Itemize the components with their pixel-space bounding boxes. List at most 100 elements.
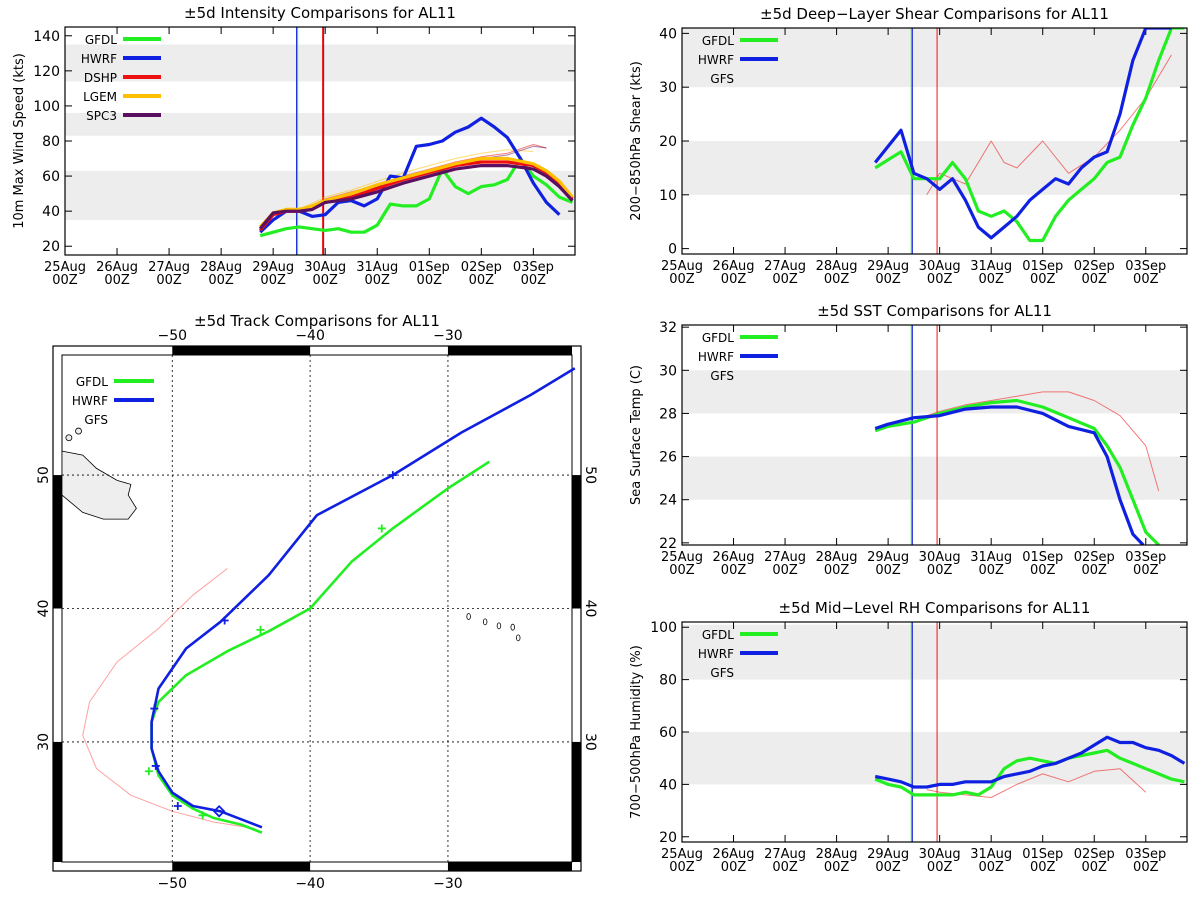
series-group bbox=[874, 391, 1160, 545]
x-tick-label-hour: 00Z bbox=[521, 273, 547, 288]
track-marker-gfdl bbox=[144, 767, 153, 776]
y-tick-label: 0 bbox=[668, 242, 677, 258]
y-tick-label: 10 bbox=[659, 188, 677, 204]
y-tick-label: 80 bbox=[42, 134, 60, 150]
legend-label: HWRF bbox=[698, 350, 734, 364]
track-marker-hwrf bbox=[388, 471, 397, 480]
x-tick-label-hour: 00Z bbox=[1082, 563, 1108, 578]
band bbox=[682, 370, 1187, 414]
legend: GFDL HWRF GFS bbox=[698, 628, 778, 680]
x-tick-label-hour: 00Z bbox=[1030, 860, 1056, 875]
plot-frame bbox=[64, 26, 576, 256]
map-border-segment bbox=[447, 346, 572, 355]
x-tick-label-date: 30Aug bbox=[919, 259, 961, 274]
x-tick-label-hour: 00Z bbox=[978, 860, 1004, 875]
track-marker-hwrf bbox=[173, 801, 182, 810]
legend-label: GFS bbox=[710, 72, 734, 86]
y-tick-label: 22 bbox=[659, 536, 677, 552]
plot-frame bbox=[681, 621, 1188, 843]
x-tick-label-hour: 00Z bbox=[1030, 563, 1056, 578]
x-tick-label-hour: 00Z bbox=[927, 563, 953, 578]
x-tick-label-date: 03Sep bbox=[1125, 847, 1166, 862]
track-marker-hwrf bbox=[151, 761, 160, 770]
x-tick-label-hour: 00Z bbox=[52, 273, 78, 288]
x-tick-label-date: 02Sep bbox=[461, 260, 502, 275]
y-tick-label: 40 bbox=[659, 777, 677, 793]
x-tick-label-hour: 00Z bbox=[1133, 563, 1159, 578]
x-tick-label-date: 26Aug bbox=[713, 550, 755, 565]
legend-label: GFDL bbox=[702, 331, 734, 345]
y-tick-label: 100 bbox=[650, 620, 677, 636]
x-tick-label-date: 03Sep bbox=[1125, 550, 1166, 565]
y-axis-label: 10m Max Wind Speed (kts) bbox=[12, 53, 27, 229]
x-tick-label-hour: 00Z bbox=[669, 272, 695, 287]
series-spc3 bbox=[258, 164, 574, 230]
x-tick-label-hour: 00Z bbox=[260, 273, 286, 288]
legend-label: GFS bbox=[710, 666, 734, 680]
y-tick-label: 40 bbox=[42, 204, 60, 220]
y-tick-label: 20 bbox=[42, 239, 60, 255]
y-tick-label: 32 bbox=[659, 320, 677, 336]
lon-tick-label-top: −30 bbox=[433, 328, 463, 344]
track-marker-gfdl bbox=[377, 524, 386, 533]
chart-title: ±5d Track Comparisons for AL11 bbox=[194, 312, 440, 330]
x-tick-label-hour: 00Z bbox=[772, 860, 798, 875]
x-tick-label-hour: 00Z bbox=[772, 272, 798, 287]
y-tick-label: 26 bbox=[659, 450, 677, 466]
x-tick-label-hour: 00Z bbox=[721, 272, 747, 287]
x-tick-label-date: 31Aug bbox=[970, 847, 1012, 862]
map-border-segment bbox=[172, 346, 311, 355]
series-lgem-thin bbox=[298, 149, 534, 210]
series-gfs-thin bbox=[926, 391, 1160, 492]
x-tick-label-hour: 00Z bbox=[824, 860, 850, 875]
x-tick-label-date: 02Sep bbox=[1074, 847, 1115, 862]
x-tick-label-date: 01Sep bbox=[409, 260, 450, 275]
legend-label: HWRF bbox=[698, 53, 734, 67]
lat-tick-label-right: 40 bbox=[582, 600, 598, 618]
series-gfdl bbox=[874, 748, 1185, 797]
x-tick-label-hour: 00Z bbox=[1133, 272, 1159, 287]
x-tick-label-hour: 00Z bbox=[104, 273, 130, 288]
x-tick-label-hour: 00Z bbox=[927, 860, 953, 875]
map-border-segment bbox=[572, 741, 581, 862]
chart-rh: ±5d Mid−Level RH Comparisons for AL11 700… bbox=[629, 599, 1188, 875]
land-newfoundland bbox=[61, 450, 137, 520]
x-tick-label-date: 29Aug bbox=[252, 260, 294, 275]
map-border-segment bbox=[53, 741, 62, 862]
series-hwrf bbox=[259, 116, 561, 234]
y-tick-label: 20 bbox=[659, 830, 677, 846]
x-tick-label-date: 28Aug bbox=[816, 259, 858, 274]
series-gfs-thin bbox=[926, 54, 1172, 196]
x-tick-label-hour: 00Z bbox=[875, 860, 901, 875]
y-tick-label: 80 bbox=[659, 673, 677, 689]
y-tick-label: 120 bbox=[33, 64, 60, 80]
map-border-segment bbox=[172, 862, 311, 871]
x-tick-label-date: 28Aug bbox=[816, 550, 858, 565]
x-tick-label-hour: 00Z bbox=[721, 563, 747, 578]
x-tick-label-hour: 00Z bbox=[669, 860, 695, 875]
x-tick-label-hour: 00Z bbox=[824, 563, 850, 578]
y-axis-label: Sea Surface Temp (C) bbox=[629, 365, 644, 505]
series-lgem bbox=[259, 156, 574, 228]
y-axis-label: 700−500hPa Humidity (%) bbox=[629, 645, 644, 819]
x-tick-label-date: 28Aug bbox=[816, 847, 858, 862]
x-tick-label-hour: 00Z bbox=[469, 273, 495, 288]
x-tick-label-date: 25Aug bbox=[44, 260, 86, 275]
x-tick-label-date: 25Aug bbox=[661, 259, 703, 274]
x-tick-label-hour: 00Z bbox=[208, 273, 234, 288]
x-tick-label-hour: 00Z bbox=[772, 563, 798, 578]
x-tick-label-date: 01Sep bbox=[1022, 550, 1063, 565]
track-marker-diamond-hwrf bbox=[212, 805, 226, 818]
lon-tick-label-bottom: −40 bbox=[295, 876, 325, 892]
track-gfs-thin bbox=[82, 568, 256, 830]
y-tick-label: 60 bbox=[659, 725, 677, 741]
x-tick-label-hour: 00Z bbox=[312, 273, 338, 288]
chart-title: ±5d Mid−Level RH Comparisons for AL11 bbox=[779, 599, 1091, 617]
x-tick-label-date: 31Aug bbox=[970, 259, 1012, 274]
y-tick-label: 20 bbox=[659, 134, 677, 150]
plot-frame bbox=[681, 324, 1188, 546]
legend-label: DSHP bbox=[84, 71, 117, 85]
plot-frame bbox=[681, 27, 1188, 255]
